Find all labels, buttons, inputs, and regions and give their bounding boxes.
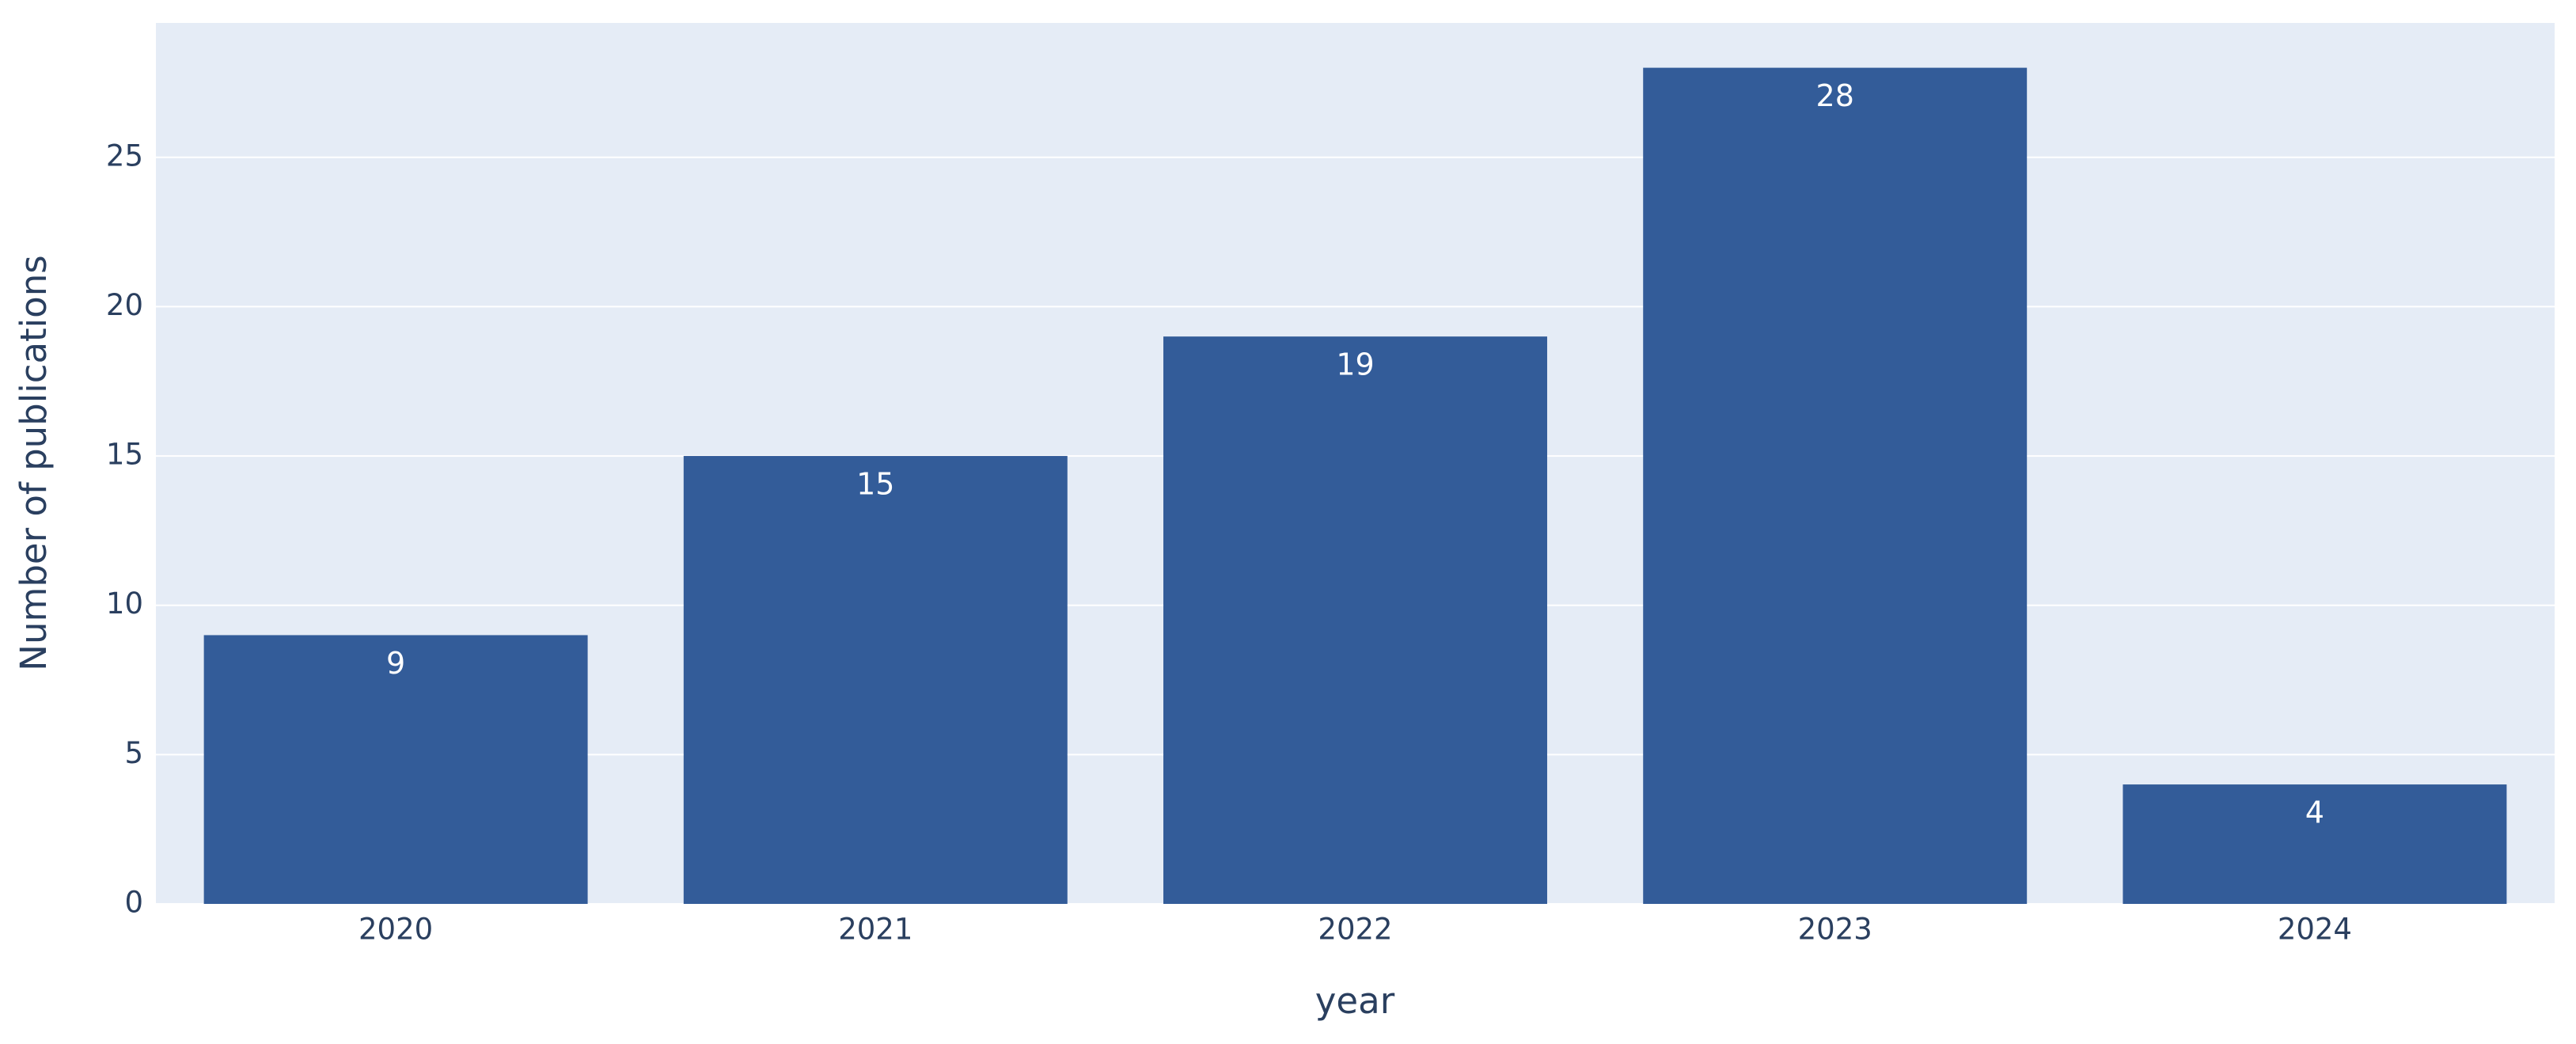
value-label: 9 bbox=[386, 646, 405, 681]
bar bbox=[1643, 67, 2028, 904]
bar bbox=[1163, 336, 1547, 904]
bar bbox=[683, 456, 1068, 904]
y-tick-label: 15 bbox=[106, 438, 143, 472]
value-label: 4 bbox=[2305, 795, 2324, 830]
x-tick-label: 2021 bbox=[838, 913, 912, 947]
bar bbox=[203, 635, 588, 904]
x-tick-label: 2024 bbox=[2278, 913, 2352, 947]
y-tick-label: 0 bbox=[124, 886, 143, 920]
y-tick-label: 5 bbox=[124, 736, 143, 770]
y-axis-title: Number of publications bbox=[13, 255, 55, 670]
value-label: 28 bbox=[1816, 78, 1854, 113]
y-tick-label: 25 bbox=[106, 139, 143, 173]
x-axis-title: year bbox=[1315, 980, 1395, 1022]
x-tick-label: 2022 bbox=[1318, 913, 1392, 947]
value-label: 19 bbox=[1336, 347, 1374, 382]
value-label: 15 bbox=[856, 467, 894, 502]
x-tick-label: 2023 bbox=[1798, 913, 1872, 947]
y-tick-label: 20 bbox=[106, 288, 143, 322]
y-tick-label: 10 bbox=[106, 587, 143, 621]
bar bbox=[2123, 784, 2507, 904]
x-tick-label: 2020 bbox=[359, 913, 433, 947]
